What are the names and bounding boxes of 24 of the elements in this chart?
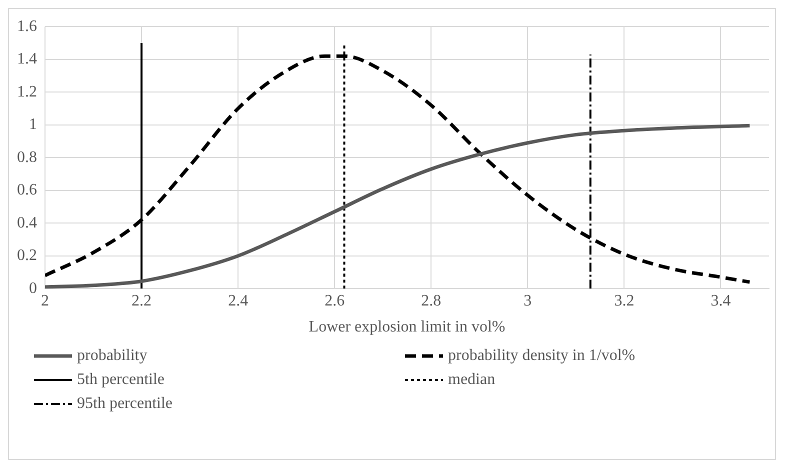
y-tick-label: 0 xyxy=(29,280,37,297)
x-tick-label: 2.4 xyxy=(228,292,248,310)
line-series xyxy=(45,124,752,289)
x-tick-label: 3.2 xyxy=(614,292,634,310)
y-tick-label: 1.4 xyxy=(17,50,37,68)
y-tick-label: 1.2 xyxy=(17,83,37,100)
legend-label: probability xyxy=(77,347,148,365)
x-axis-title: Lower explosion limit in vol% xyxy=(308,318,506,336)
x-tick-label: 2.6 xyxy=(324,292,345,310)
legend-label: 95th percentile xyxy=(77,395,173,413)
y-tick-label: 0.8 xyxy=(17,148,37,166)
legend-label: probability density in 1/vol% xyxy=(448,347,636,365)
y-tick-label: 1 xyxy=(29,116,37,134)
y-tick-label: 1.6 xyxy=(17,18,37,35)
y-tick-label: 0.6 xyxy=(17,182,37,199)
x-tick-label: 3.4 xyxy=(710,292,731,310)
x-tick-label: 2 xyxy=(41,292,49,310)
y-tick-label: 0.4 xyxy=(17,214,37,232)
y-tick-label: 0.2 xyxy=(17,247,37,264)
legend-label: 5th percentile xyxy=(77,371,165,389)
x-tick-label: 2.8 xyxy=(421,292,442,310)
x-tick-label: 2.2 xyxy=(132,292,152,310)
x-tick-label: 3 xyxy=(524,292,532,310)
legend-label: median xyxy=(448,371,496,389)
